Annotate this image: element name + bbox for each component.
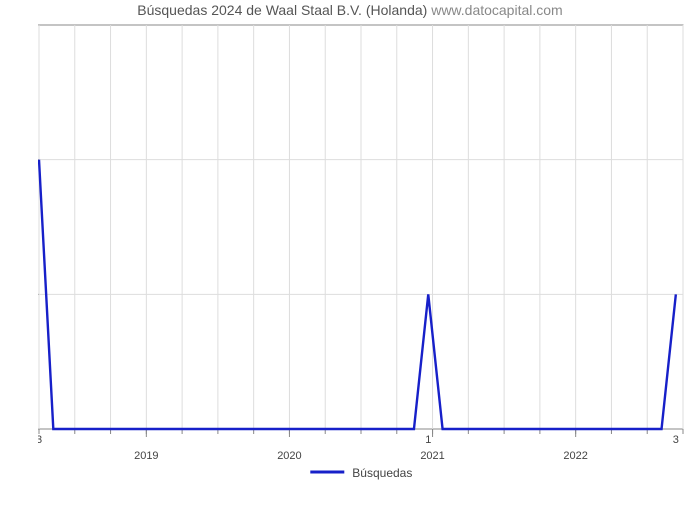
chart-svg: 01232019202020212022313Búsquedas bbox=[38, 24, 684, 508]
chart-container: Búsquedas 2024 de Waal Staal B.V. (Holan… bbox=[0, 0, 700, 500]
chart-title-url: www.datocapital.com bbox=[431, 2, 563, 18]
svg-text:3: 3 bbox=[38, 434, 42, 446]
svg-text:2019: 2019 bbox=[134, 450, 158, 462]
svg-text:2021: 2021 bbox=[420, 450, 444, 462]
svg-text:3: 3 bbox=[673, 434, 679, 446]
svg-text:1: 1 bbox=[425, 434, 431, 446]
svg-text:2020: 2020 bbox=[277, 450, 301, 462]
chart-title-main: Búsquedas 2024 de Waal Staal B.V. (Holan… bbox=[137, 2, 431, 18]
svg-text:2022: 2022 bbox=[563, 450, 587, 462]
svg-text:Búsquedas: Búsquedas bbox=[352, 466, 412, 480]
chart-title: Búsquedas 2024 de Waal Staal B.V. (Holan… bbox=[0, 2, 700, 20]
plot-area: 01232019202020212022313Búsquedas bbox=[38, 24, 682, 488]
